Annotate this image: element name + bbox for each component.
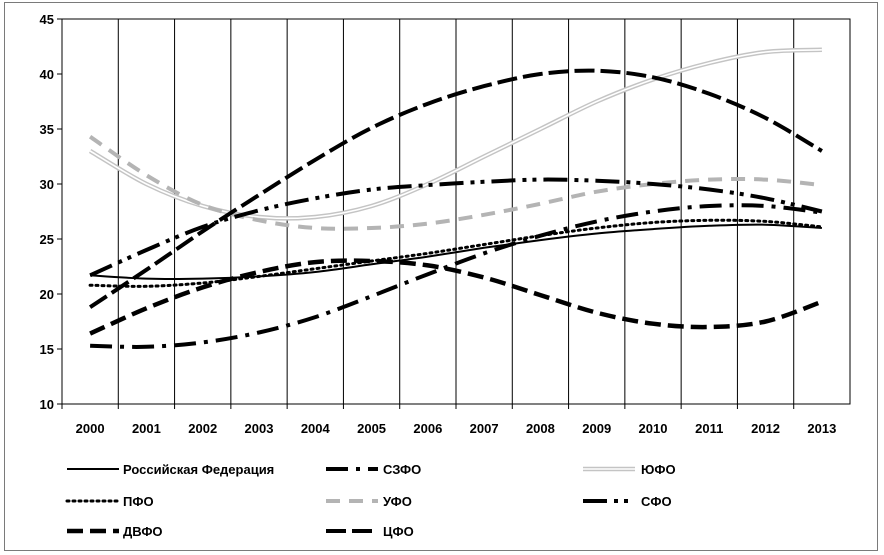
legend-item: УФО bbox=[326, 494, 412, 509]
series-lines bbox=[88, 47, 824, 349]
legend-item: ДВФО bbox=[67, 524, 163, 539]
series-line bbox=[90, 223, 822, 280]
series-line bbox=[88, 218, 824, 288]
chart-frame: 10 15 20 25 30 35 40 45 2000 2001 2002 2003 2004 200… bbox=[4, 2, 878, 551]
legend-label: ЦФО bbox=[383, 524, 414, 539]
y-tick-label: 15 bbox=[40, 342, 54, 357]
x-tick-label: 2004 bbox=[301, 421, 331, 436]
x-tick-labels: 2000 2001 2002 2003 2004 2005 2006 2007 2008 2009… bbox=[61, 404, 836, 436]
x-tick-label: 2012 bbox=[751, 421, 780, 436]
legend-label: СФО bbox=[641, 494, 672, 509]
x-tick-label: 2010 bbox=[639, 421, 668, 436]
x-tick-label: 2003 bbox=[245, 421, 274, 436]
legend-label: Российская Федерация bbox=[123, 462, 274, 477]
y-tick-label: 30 bbox=[40, 177, 54, 192]
legend-item: ПФО bbox=[65, 494, 154, 509]
legend-item: Российская Федерация bbox=[67, 462, 274, 477]
series-line bbox=[88, 68, 823, 309]
legend-item: ЦФО bbox=[326, 524, 414, 539]
legend-label: ПФО bbox=[123, 494, 154, 509]
series-line bbox=[90, 203, 823, 349]
y-tick-label: 25 bbox=[40, 232, 54, 247]
x-tick-label: 2007 bbox=[470, 421, 499, 436]
x-tick-label: 2011 bbox=[695, 421, 723, 436]
series-line bbox=[89, 258, 823, 336]
x-tick-label: 2006 bbox=[413, 421, 442, 436]
legend-label: УФО bbox=[383, 494, 412, 509]
x-tick-label: 2008 bbox=[526, 421, 555, 436]
y-tick-label: 35 bbox=[40, 122, 54, 137]
y-tick-label: 20 bbox=[40, 287, 54, 302]
y-tick-label: 10 bbox=[40, 397, 54, 412]
legend: Российская Федерация СЗФО ЮФО ПФО УФО СФО ДВФО… bbox=[65, 462, 676, 539]
legend-item: СФО bbox=[583, 494, 672, 509]
y-tick-label: 40 bbox=[40, 67, 54, 82]
series-line-inner bbox=[89, 49, 822, 220]
legend-label: СЗФО bbox=[383, 462, 421, 477]
legend-item: ЮФО bbox=[583, 462, 676, 477]
legend-label: ДВФО bbox=[123, 524, 163, 539]
x-tick-label: 2013 bbox=[807, 421, 836, 436]
x-tick-label: 2001 bbox=[132, 421, 161, 436]
y-tick-labels: 10 15 20 25 30 35 40 45 bbox=[40, 12, 62, 412]
x-tick-label: 2005 bbox=[357, 421, 386, 436]
legend-item: СЗФО bbox=[326, 462, 421, 477]
series-line bbox=[89, 177, 823, 278]
x-tick-label: 2002 bbox=[188, 421, 217, 436]
x-tick-label: 2009 bbox=[582, 421, 611, 436]
x-tick-label: 2000 bbox=[76, 421, 105, 436]
y-tick-label: 45 bbox=[40, 12, 54, 27]
legend-label: ЮФО bbox=[641, 462, 676, 477]
